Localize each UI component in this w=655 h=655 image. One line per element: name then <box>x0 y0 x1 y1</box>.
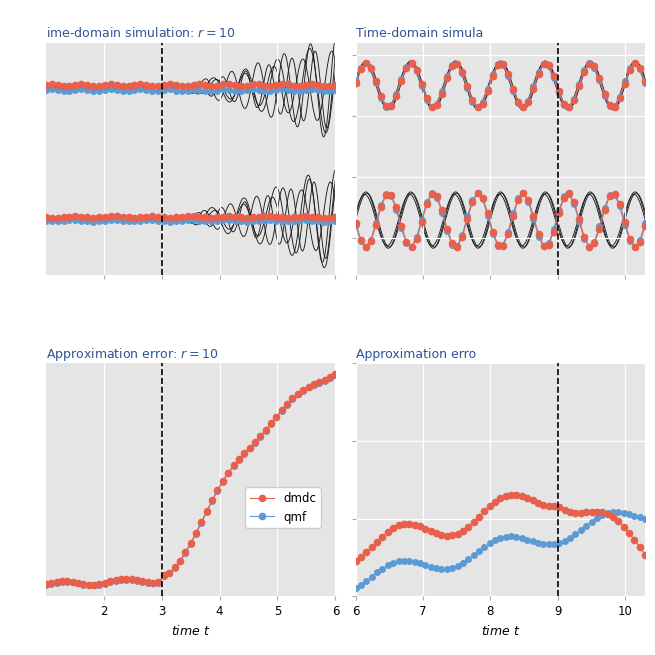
Text: Approximation error: $r = 10$: Approximation error: $r = 10$ <box>46 346 218 363</box>
X-axis label: time $t$: time $t$ <box>171 624 210 637</box>
Legend: dmdc, qmf: dmdc, qmf <box>246 487 321 529</box>
Text: Approximation erro: Approximation erro <box>356 348 476 361</box>
Text: Time-domain simula: Time-domain simula <box>356 27 483 40</box>
X-axis label: time $t$: time $t$ <box>481 624 520 637</box>
Text: ime-domain simulation: $r = 10$: ime-domain simulation: $r = 10$ <box>46 26 235 40</box>
